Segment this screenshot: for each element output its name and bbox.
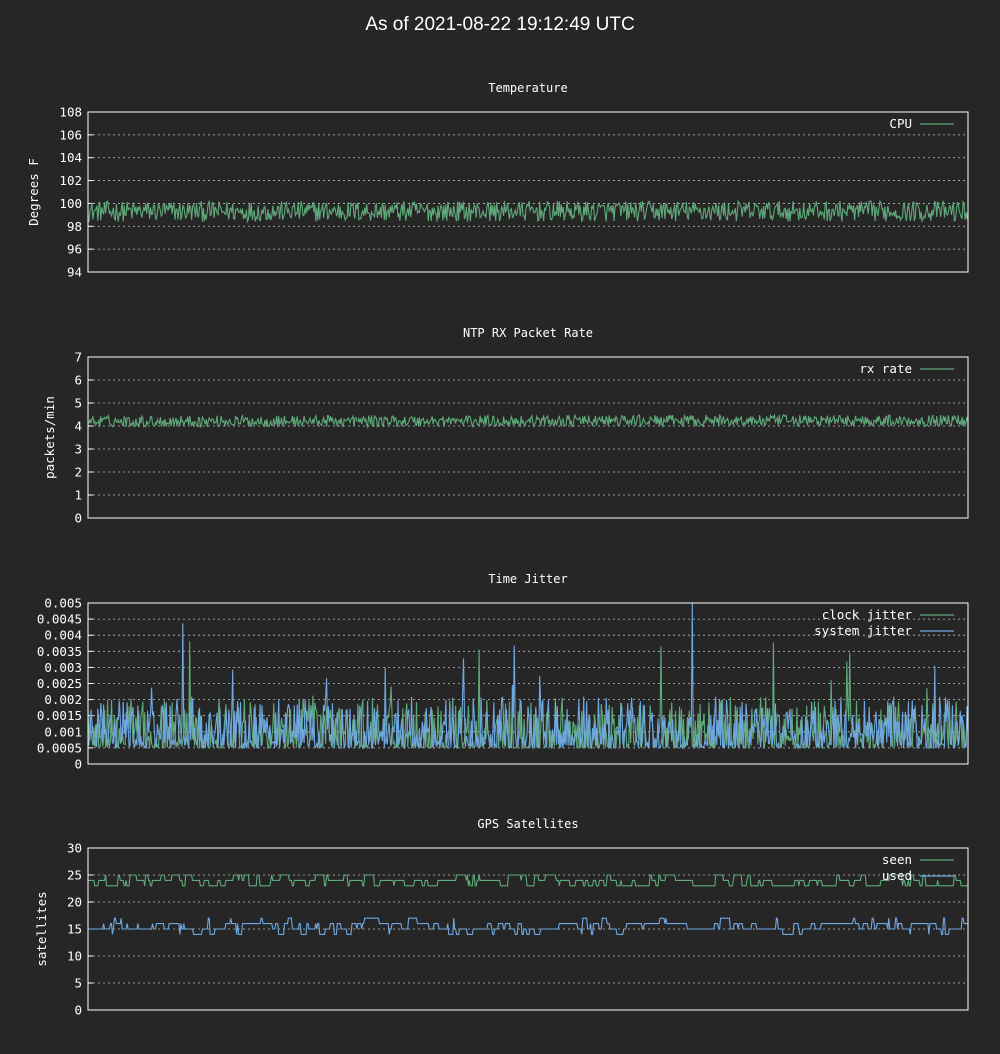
legend-label-clock-jitter: clock jitter [822, 607, 913, 622]
y-tick-label: 1 [74, 488, 82, 503]
chart-temperature: Temperature Degrees F 94 96 98 100 102 104 106 10… [26, 81, 969, 280]
y-tick-label: 30 [67, 841, 82, 856]
y-tick-label: 0.002 [44, 692, 82, 707]
legend-label-system-jitter: system jitter [814, 623, 912, 638]
y-tick-label: 0.0005 [37, 740, 82, 755]
legend-label-seen: seen [882, 852, 912, 867]
chart-title: NTP RX Packet Rate [463, 326, 593, 340]
y-tick-label: 102 [59, 173, 82, 188]
y-axis-label: satellites [34, 891, 49, 966]
series-line-seen [88, 874, 968, 887]
series-line-system-jitter [88, 603, 968, 750]
series-line-rx-rate [88, 413, 968, 429]
y-axis-label: Degrees F [26, 158, 41, 226]
series-line-cpu [88, 199, 968, 224]
y-tick-label: 2 [74, 465, 82, 480]
y-tick-label: 0.0045 [37, 612, 82, 627]
y-tick-label: 5 [74, 976, 82, 991]
plot-frame [87, 847, 969, 1011]
y-tick-label: 106 [59, 127, 82, 142]
y-tick-label: 100 [59, 196, 82, 211]
y-tick-label: 0 [74, 757, 82, 772]
y-tick-label: 98 [67, 219, 82, 234]
y-tick-label: 0 [74, 1003, 82, 1018]
series-line-used [88, 917, 968, 935]
chart-gps-satellites: GPS Satellitessatellites05101520253020:0… [34, 817, 969, 1018]
y-tick-label: 7 [74, 350, 82, 365]
chart-title: Temperature [488, 81, 567, 95]
y-tick-label: 5 [74, 396, 82, 411]
plot-frame [87, 111, 969, 273]
page-header: As of 2021-08-22 19:12:49 UTC [365, 14, 635, 35]
y-tick-label: 0.001 [44, 724, 82, 739]
y-tick-label: 20 [67, 895, 82, 910]
y-tick-label: 0 [74, 511, 82, 526]
y-tick-label: 0.004 [44, 628, 82, 643]
legend-label-cpu: CPU [889, 116, 912, 131]
y-tick-label: 4 [74, 419, 82, 434]
y-axis-label: packets/min [42, 396, 57, 479]
y-tick-label: 6 [74, 373, 82, 388]
y-tick-label: 96 [67, 242, 82, 257]
series-line-clock-jitter [88, 641, 968, 750]
plot-frame [87, 356, 969, 519]
y-tick-label: 0.005 [44, 596, 82, 611]
y-tick-label: 108 [59, 105, 82, 120]
chart-ntp-rx-packet-rate: NTP RX Packet Ratepackets/min0123456720:… [42, 326, 969, 526]
y-tick-label: 25 [67, 868, 82, 883]
y-tick-label: 0.0035 [37, 644, 82, 659]
chart-title: Time Jitter [488, 572, 567, 586]
legend-label-used: used [882, 868, 912, 883]
y-tick-label: 3 [74, 442, 82, 457]
y-tick-label: 0.0025 [37, 676, 82, 691]
y-tick-label: 10 [67, 949, 82, 964]
y-tick-label: 104 [59, 150, 82, 165]
y-tick-label: 0.0015 [37, 708, 82, 723]
chart-time-jitter: Time Jitter 0 0.00050.0010.00150.0020.0025… [37, 572, 969, 772]
chart-title: GPS Satellites [477, 817, 578, 831]
y-tick-label: 15 [67, 922, 82, 937]
legend-label-rx-rate: rx rate [859, 361, 912, 376]
y-tick-label: 94 [67, 265, 82, 280]
y-tick-label: 0.003 [44, 660, 82, 675]
plot-frame [87, 602, 969, 765]
